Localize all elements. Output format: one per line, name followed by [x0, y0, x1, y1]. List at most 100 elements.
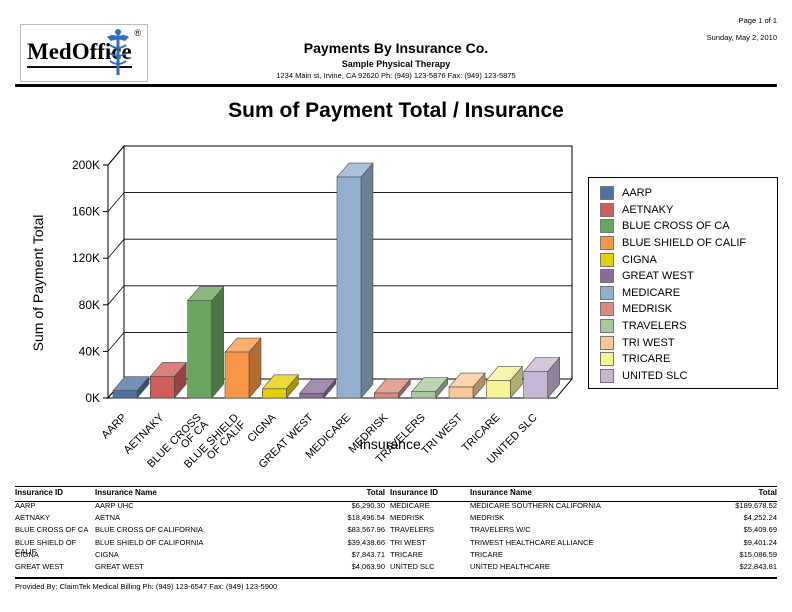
legend-swatch — [600, 352, 614, 367]
cell-insurance-name: MEDICARE SOUTHERN CALIFORNIA — [470, 501, 601, 510]
caduceus-icon — [107, 29, 129, 75]
table-header-rule — [15, 501, 777, 502]
cell-insurance-name: AETNA — [95, 513, 121, 523]
svg-text:TRI WEST: TRI WEST — [419, 411, 465, 457]
cell-insurance-id: AETNAKY — [15, 513, 51, 523]
legend-swatch — [600, 236, 614, 251]
cell-insurance-name: TRIWEST HEALTHCARE ALLIANCE — [470, 537, 594, 547]
legend-label: MEDRISK — [622, 303, 673, 316]
bar-blue-cross-of-ca — [187, 285, 225, 399]
cell-insurance-id: TRICARE — [390, 549, 423, 559]
cell-insurance-id: MEDRISK — [390, 513, 425, 523]
footer-provided-by: Provided By: ClaimTek Medical Billing Ph… — [15, 582, 278, 591]
cell-total: $18,496.54 — [347, 513, 385, 523]
legend-label: TRICARE — [622, 353, 671, 366]
chart-legend: AARP AETNAKY BLUE CROSS OF CA BLUE SHIELD O… — [588, 177, 778, 389]
insurance-table-left: Insurance ID Insurance Name Total AARP AARP … — [15, 488, 385, 574]
column-header-total: Total — [758, 488, 777, 497]
legend-label: BLUE CROSS OF CA — [622, 220, 730, 233]
bar-aarp — [112, 375, 150, 399]
bar-cigna — [261, 374, 299, 399]
cell-total: $83,567.96 — [347, 525, 385, 535]
column-header-insurance-id: Insurance ID — [390, 488, 439, 497]
table-bottom-rule — [15, 577, 777, 579]
practice-name: Sample Physical Therapy — [341, 59, 451, 69]
legend-swatch — [600, 269, 614, 284]
cell-insurance-id: UNITED SLC — [390, 561, 435, 571]
legend-swatch — [600, 186, 614, 201]
header-right: Page 1 of 1 Sunday, May 2, 2010 — [707, 12, 777, 46]
cell-insurance-name: BLUE SHIELD OF CALIFORNIA — [95, 537, 204, 547]
cell-total: $6,290.30 — [351, 501, 385, 510]
bar-medicare — [336, 162, 374, 399]
legend-label: AARP — [622, 187, 652, 200]
page-number: Page 1 of 1 — [738, 16, 777, 25]
legend-label: CIGNA — [622, 253, 657, 266]
bar-tricare — [485, 365, 523, 399]
cell-total: $22,843.81 — [739, 561, 777, 571]
cell-total: $7,843.71 — [351, 549, 385, 559]
y-tick-label: 0K — [85, 391, 100, 405]
legend-item-great-west: GREAT WEST — [600, 268, 773, 285]
legend-item-aetnaky: AETNAKY — [600, 202, 773, 219]
legend-label: BLUE SHIELD OF CALIF — [622, 237, 747, 250]
cell-insurance-name: CIGNA — [95, 549, 119, 559]
x-tick-label: AARP — [99, 412, 129, 442]
y-axis: 0K 40K 80K 120K 160K 200K — [72, 145, 125, 405]
legend-swatch — [600, 252, 614, 267]
svg-text:CIGNA: CIGNA — [245, 411, 279, 445]
legend-item-medicare: MEDICARE — [600, 285, 773, 302]
cell-insurance-id: CIGNA — [15, 549, 39, 559]
x-axis-label: Insurance — [359, 436, 421, 452]
column-header-insurance-name: Insurance Name — [470, 488, 532, 497]
legend-item-cigna: CIGNA — [600, 251, 773, 268]
cell-total: $39,438.66 — [347, 537, 385, 547]
report-title: Payments By Insurance Co. — [303, 40, 489, 56]
y-tick-label: 200K — [72, 158, 100, 172]
legend-label: GREAT WEST — [622, 270, 694, 283]
bar-medrisk — [373, 378, 411, 399]
cell-total: $15,086.59 — [739, 549, 777, 559]
cell-insurance-id: TRAVELERS — [390, 525, 435, 535]
bar-tri-west — [448, 372, 486, 399]
cell-total: $189,678.52 — [735, 501, 777, 510]
bar-united-slc — [523, 356, 561, 399]
legend-label: TRI WEST — [622, 336, 675, 349]
x-tick-label: TRI WEST — [419, 411, 465, 457]
legend-item-travelers: TRAVELERS — [600, 318, 773, 335]
cell-insurance-id: GREAT WEST — [15, 561, 64, 571]
column-header-insurance-id: Insurance ID — [15, 488, 64, 497]
legend-item-tricare: TRICARE — [600, 351, 773, 368]
legend-swatch — [600, 368, 614, 383]
table-top-rule — [15, 486, 777, 487]
legend-item-aarp: AARP — [600, 185, 773, 202]
cell-insurance-id: BLUE CROSS OF CA — [15, 525, 89, 535]
cell-insurance-name: UNITED HEALTHCARE — [470, 561, 550, 571]
legend-swatch — [600, 319, 614, 334]
registered-trademark-icon: ® — [134, 28, 141, 38]
cell-total: $5,409.69 — [743, 525, 777, 535]
bar-travelers — [411, 376, 449, 399]
legend-item-united-slc: UNITED SLC — [600, 368, 773, 385]
cell-insurance-id: BLUE SHIELD OF CALIF — [15, 537, 77, 556]
cell-insurance-id: AARP — [15, 501, 36, 510]
cell-insurance-id: TRI WEST — [390, 537, 426, 547]
legend-item-tri-west: TRI WEST — [600, 334, 773, 351]
cell-total: $4,252.24 — [743, 513, 777, 523]
y-tick-label: 120K — [72, 251, 100, 265]
bar-great-west — [299, 378, 337, 399]
header-divider — [15, 84, 777, 87]
legend-label: AETNAKY — [622, 203, 674, 216]
legend-item-medrisk: MEDRISK — [600, 301, 773, 318]
legend-swatch — [600, 335, 614, 350]
medoffice-logo: MedOffice ® — [20, 24, 148, 82]
legend-swatch — [600, 285, 614, 300]
y-tick-label: 40K — [79, 344, 100, 358]
legend-label: MEDICARE — [622, 286, 681, 299]
logo-text: MedOffice — [27, 39, 132, 68]
legend-item-blue-shield-of-calif: BLUE SHIELD OF CALIF — [600, 235, 773, 252]
chart-title: Sum of Payment Total / Insurance — [228, 99, 564, 122]
legend-item-blue-cross-of-ca: BLUE CROSS OF CA — [600, 218, 773, 235]
insurance-table-right: Insurance ID Insurance Name Total MEDICARE M… — [390, 488, 777, 574]
